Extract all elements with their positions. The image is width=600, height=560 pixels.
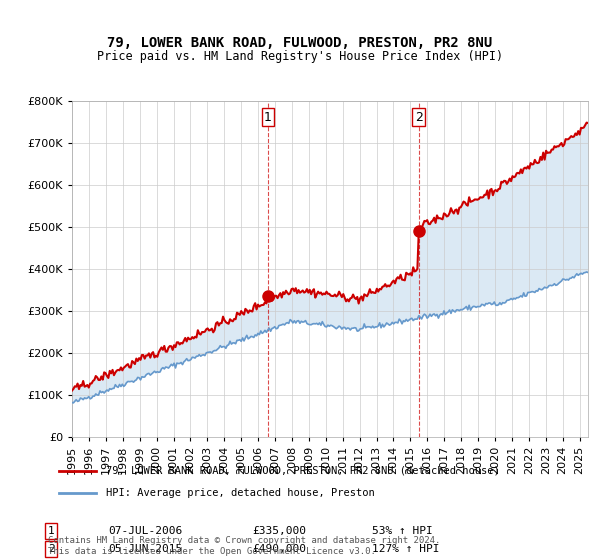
Text: 79, LOWER BANK ROAD, FULWOOD, PRESTON, PR2 8NU (detached house): 79, LOWER BANK ROAD, FULWOOD, PRESTON, P…	[106, 465, 500, 475]
Text: HPI: Average price, detached house, Preston: HPI: Average price, detached house, Pres…	[106, 488, 375, 498]
Text: 05-JUN-2015: 05-JUN-2015	[108, 544, 182, 554]
Text: Price paid vs. HM Land Registry's House Price Index (HPI): Price paid vs. HM Land Registry's House …	[97, 50, 503, 63]
Text: Contains HM Land Registry data © Crown copyright and database right 2024.
This d: Contains HM Land Registry data © Crown c…	[48, 536, 440, 556]
Text: 1: 1	[264, 111, 272, 124]
Text: £490,000: £490,000	[252, 544, 306, 554]
Text: 1: 1	[47, 526, 55, 536]
Text: 53% ↑ HPI: 53% ↑ HPI	[372, 526, 433, 536]
Text: £335,000: £335,000	[252, 526, 306, 536]
Text: 2: 2	[415, 111, 423, 124]
Text: 07-JUL-2006: 07-JUL-2006	[108, 526, 182, 536]
Text: 127% ↑ HPI: 127% ↑ HPI	[372, 544, 439, 554]
Text: 2: 2	[47, 544, 55, 554]
Text: 79, LOWER BANK ROAD, FULWOOD, PRESTON, PR2 8NU: 79, LOWER BANK ROAD, FULWOOD, PRESTON, P…	[107, 36, 493, 50]
